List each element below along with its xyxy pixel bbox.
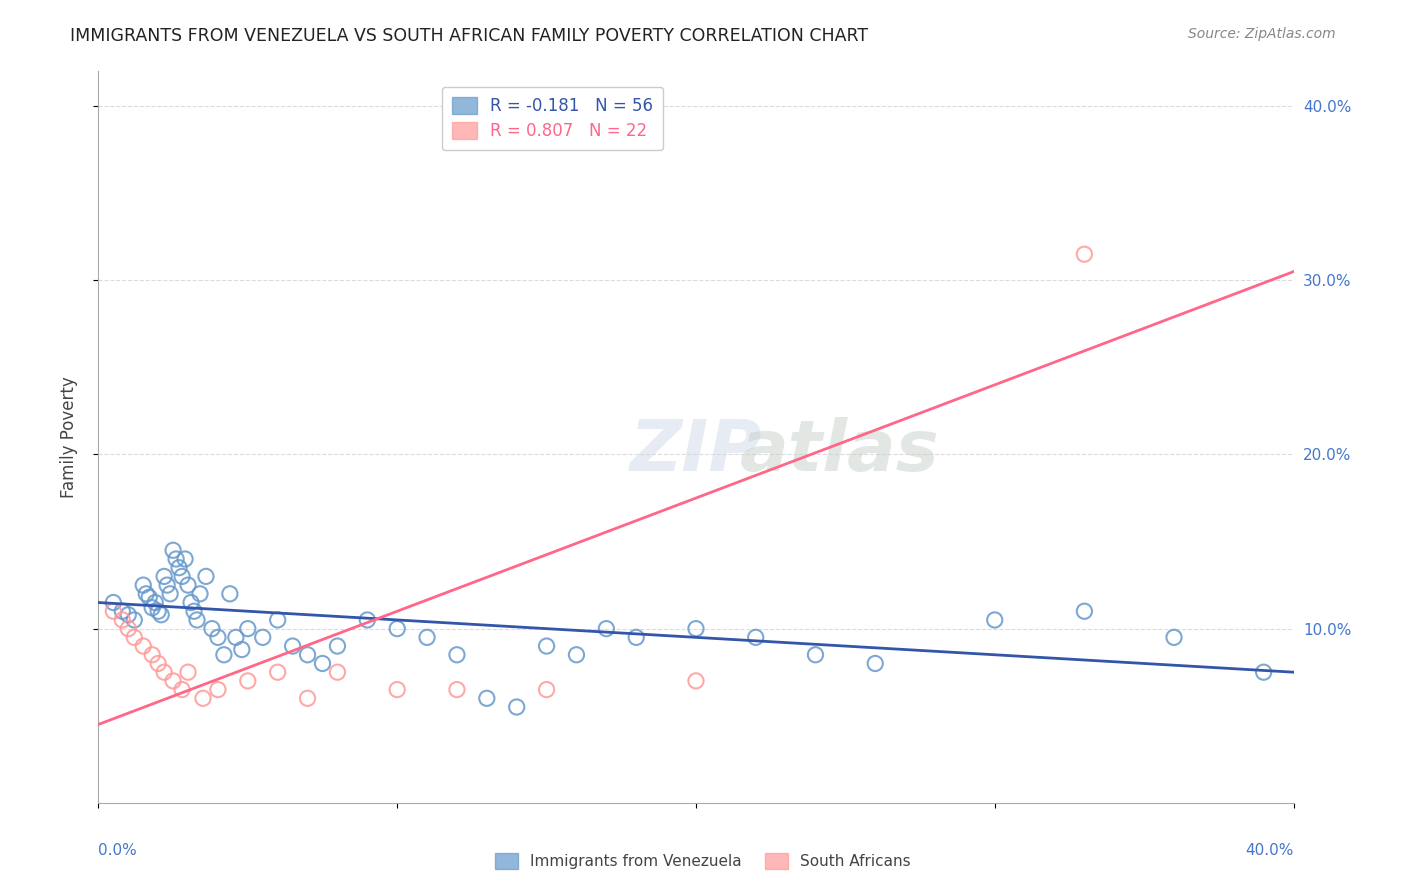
Point [236,673,259,688]
Point [595,622,617,636]
Point [207,631,229,645]
Point [225,631,247,645]
Y-axis label: Family Poverty: Family Poverty [59,376,77,498]
Point [326,665,349,680]
Point [103,604,125,618]
Point [148,604,170,618]
Point [153,665,176,680]
Text: 40.0%: 40.0% [1246,843,1294,858]
Point [162,673,184,688]
Text: IMMIGRANTS FROM VENEZUELA VS SOUTH AFRICAN FAMILY POVERTY CORRELATION CHART: IMMIGRANTS FROM VENEZUELA VS SOUTH AFRIC… [70,27,869,45]
Point [626,631,648,645]
Point [156,578,179,592]
Point [135,587,157,601]
Point [219,587,242,601]
Point [212,648,235,662]
Point [143,595,166,609]
Point [385,682,409,697]
Point [191,691,214,706]
Point [385,622,409,636]
Point [159,587,181,601]
Point [132,639,155,653]
Point [267,665,290,680]
Point [141,600,163,615]
Point [536,682,558,697]
Point [138,591,160,605]
Point [475,691,498,706]
Point [536,639,558,653]
Point [416,631,439,645]
Point [1253,665,1275,680]
Point [117,607,139,622]
Point [167,560,190,574]
Point [1163,631,1185,645]
Point [183,604,205,618]
Point [117,622,139,636]
Point [180,595,202,609]
Point [124,613,146,627]
Point [231,642,253,657]
Point [311,657,333,671]
Point [132,578,155,592]
Point [685,673,707,688]
Point [172,682,194,697]
Point [506,700,529,714]
Point [195,569,218,583]
Point [111,604,134,618]
Point [865,657,887,671]
Point [804,648,827,662]
Point [207,682,229,697]
Point [150,607,173,622]
Point [153,569,176,583]
Point [124,631,146,645]
Point [141,648,163,662]
Point [297,691,319,706]
Text: atlas: atlas [740,417,939,486]
Point [326,639,349,653]
Point [111,613,134,627]
Point [745,631,768,645]
Text: Source: ZipAtlas.com: Source: ZipAtlas.com [1188,27,1336,41]
Point [1073,604,1095,618]
Point [177,665,200,680]
Point [685,622,707,636]
Point [148,657,170,671]
Point [267,613,290,627]
Point [446,648,468,662]
Point [174,552,197,566]
Point [236,622,259,636]
Point [188,587,211,601]
Point [281,639,304,653]
Point [565,648,588,662]
Point [1073,247,1095,261]
Text: 0.0%: 0.0% [98,843,138,858]
Point [201,622,224,636]
Point [162,543,184,558]
Point [446,682,468,697]
Point [177,578,200,592]
Point [103,595,125,609]
Point [297,648,319,662]
Point [186,613,208,627]
Point [356,613,378,627]
Text: ZIP: ZIP [630,417,762,486]
Point [252,631,274,645]
Point [165,552,187,566]
Point [172,569,194,583]
Legend: Immigrants from Venezuela, South Africans: Immigrants from Venezuela, South African… [489,847,917,875]
Legend: R = -0.181   N = 56, R = 0.807   N = 22: R = -0.181 N = 56, R = 0.807 N = 22 [441,87,664,150]
Point [984,613,1007,627]
